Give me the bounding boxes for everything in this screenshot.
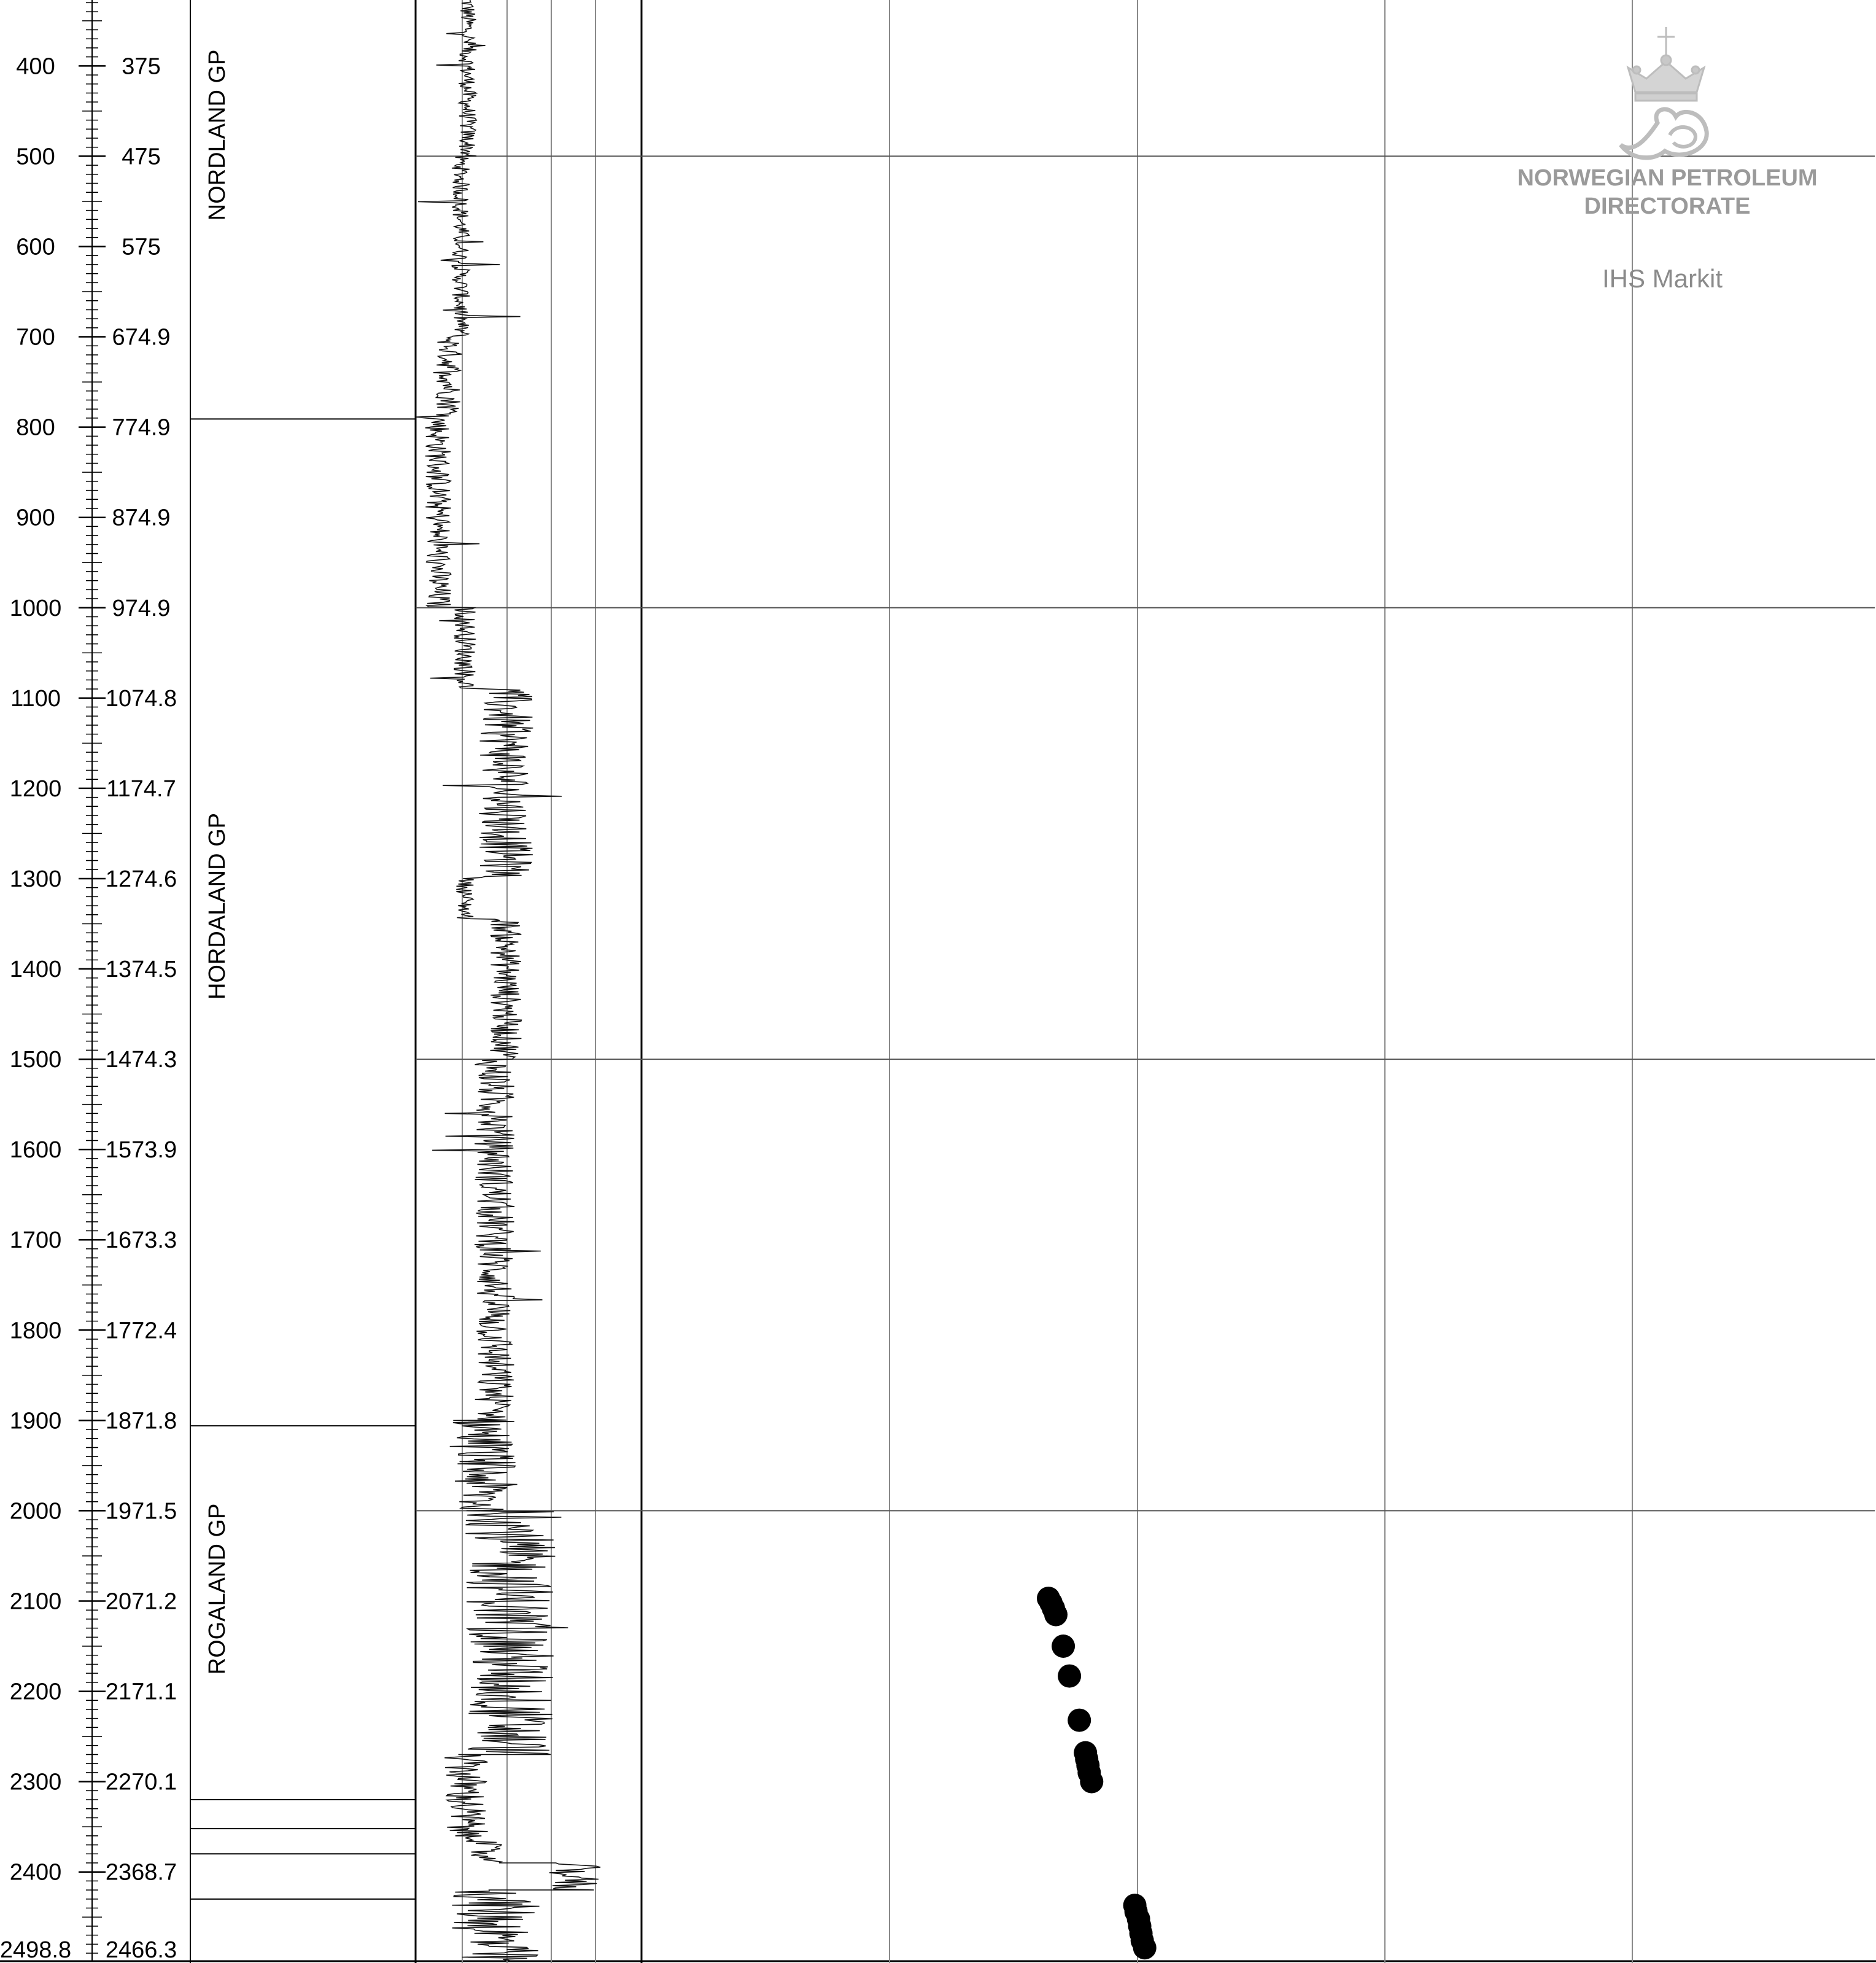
tvd-tick-label: 874.9 xyxy=(112,505,170,531)
depth-ruler: 400 375 500 475 600 575 700 674.9 800 774.9 900 874… xyxy=(0,0,177,1963)
log-curve-track xyxy=(415,0,601,1961)
tvd-tick-label: 1174.7 xyxy=(106,776,176,802)
tvd-tick-label: 575 xyxy=(122,234,160,260)
md-tick-label: 1300 xyxy=(10,866,62,892)
md-tick-label: 500 xyxy=(16,144,55,169)
md-tick-label: 2300 xyxy=(10,1770,62,1795)
tvd-tick-label: 774.9 xyxy=(112,415,170,441)
md-tick-label: 1100 xyxy=(10,686,61,712)
tvd-tick-label: 974.9 xyxy=(112,596,170,621)
tvd-tick-label: 475 xyxy=(122,144,160,169)
watermark-org-line1: NORWEGIAN PETROLEUM xyxy=(1517,165,1817,191)
tvd-tick-label: 1474.3 xyxy=(106,1047,177,1073)
tvd-tick-label: 2071.2 xyxy=(106,1588,177,1614)
points-track xyxy=(1037,1587,1157,1960)
md-tick-label: 800 xyxy=(16,415,55,441)
tvd-tick-label: 2466.3 xyxy=(106,1937,177,1963)
watermark-vendor: IHS Markit xyxy=(1602,264,1723,293)
crown-logo-icon xyxy=(1619,27,1709,160)
tvd-tick-label: 375 xyxy=(122,53,160,79)
md-tick-label: 700 xyxy=(16,325,55,351)
md-tick-label: 2498.8 xyxy=(0,1937,71,1963)
tvd-tick-label: 1374.5 xyxy=(106,957,177,982)
formation-label: ROGALAND GP xyxy=(204,1504,230,1675)
formation-label: HORDALAND GP xyxy=(204,813,230,1000)
tvd-tick-label: 2368.7 xyxy=(106,1860,177,1886)
tvd-tick-label: 2171.1 xyxy=(106,1679,177,1705)
data-point xyxy=(1080,1770,1104,1794)
md-tick-label: 400 xyxy=(16,53,55,79)
md-tick-label: 600 xyxy=(16,234,55,260)
tvd-tick-label: 1673.3 xyxy=(106,1227,177,1253)
tvd-tick-label: 674.9 xyxy=(112,325,170,351)
md-tick-label: 2200 xyxy=(10,1679,62,1705)
tvd-tick-label: 1573.9 xyxy=(106,1137,177,1163)
md-tick-label: 1800 xyxy=(10,1318,62,1343)
watermark-org-line2: DIRECTORATE xyxy=(1584,193,1751,219)
md-tick-label: 2400 xyxy=(10,1860,62,1886)
md-tick-label: 2000 xyxy=(10,1498,62,1524)
md-tick-label: 1000 xyxy=(10,596,62,621)
md-tick-label: 900 xyxy=(16,505,55,531)
formation-track: NORDLAND GP HORDALAND GP ROGALAND GP xyxy=(190,50,416,1900)
tvd-tick-label: 2270.1 xyxy=(106,1770,177,1795)
md-tick-label: 1700 xyxy=(10,1227,62,1253)
md-tick-label: 1200 xyxy=(10,776,62,802)
log-curve-line xyxy=(415,0,601,1961)
md-tick-label: 1900 xyxy=(10,1408,62,1434)
data-point xyxy=(1058,1664,1082,1688)
tvd-tick-label: 1772.4 xyxy=(106,1318,177,1343)
data-point xyxy=(1068,1708,1091,1732)
watermark: NORWEGIAN PETROLEUM DIRECTORATE IHS Mark… xyxy=(1517,27,1818,293)
md-tick-label: 2100 xyxy=(10,1588,62,1614)
tvd-tick-label: 1971.5 xyxy=(106,1498,177,1524)
data-point xyxy=(1052,1635,1076,1658)
md-tick-label: 1400 xyxy=(10,957,62,982)
md-tick-label: 1500 xyxy=(10,1047,62,1073)
tvd-tick-label: 1871.8 xyxy=(106,1408,177,1434)
tvd-tick-label: 1074.8 xyxy=(106,686,177,712)
formation-label: NORDLAND GP xyxy=(204,50,230,221)
md-tick-label: 1600 xyxy=(10,1137,62,1163)
data-point xyxy=(1133,1936,1157,1960)
tvd-tick-label: 1274.6 xyxy=(106,866,177,892)
data-point xyxy=(1044,1603,1068,1627)
